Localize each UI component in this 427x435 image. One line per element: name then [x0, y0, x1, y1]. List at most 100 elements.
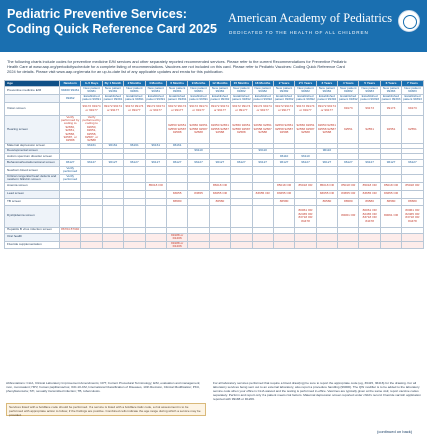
table-header-row: Age Newborn 3–5 Days By 1 Month 2 Months 4 Mo… — [4, 80, 424, 87]
table-cell — [144, 173, 167, 183]
table-cell: 86580 — [165, 197, 189, 206]
table-cell: 85018 OR — [379, 181, 403, 191]
table-cell: Verify performed by coding to 92650, 926… — [80, 114, 103, 144]
table-cell — [358, 232, 381, 242]
table-cell: 99173 — [379, 101, 403, 116]
table-cell — [58, 181, 82, 191]
table-cell — [208, 240, 232, 250]
table-cell — [337, 232, 360, 242]
table-cell: 99172 99174 or 99177 — [80, 101, 103, 116]
footnotes-text: For all laboratory services performed th… — [213, 381, 421, 401]
table-cell: 83655 — [187, 189, 210, 199]
table-cell — [187, 181, 210, 191]
table-cell: 92650 92651 92558 92587 92588 — [272, 114, 296, 144]
table-cell: New patient 99382 — [272, 86, 296, 95]
table-cell: 83655 OR — [208, 189, 232, 199]
table-cell — [337, 165, 360, 175]
table-cell — [251, 232, 274, 242]
table-cell: 96127 — [58, 158, 82, 167]
table-cell: Established patient 99393 — [358, 93, 381, 103]
table-cell — [251, 240, 274, 250]
table-cell: Verify performed by coding to 92650, 926… — [58, 114, 82, 144]
table-cell — [294, 173, 317, 183]
table-cell: 99462 — [58, 93, 82, 103]
table-cell: 99172 99174 or 99177 — [208, 101, 232, 116]
table-cell: New patient 99381 — [187, 86, 210, 95]
table-cell — [294, 240, 317, 250]
table-row: Newborn blood screen Verify performed — [4, 165, 424, 175]
table-cell — [230, 165, 253, 175]
table-cell: Established patient 99391 — [123, 93, 146, 103]
table-cell — [58, 101, 82, 116]
table-cell — [230, 173, 253, 183]
table-cell — [230, 197, 253, 206]
table-cell — [165, 181, 189, 191]
table-cell — [123, 114, 146, 144]
intro-line-2: Health Care at www.aap.org/periodicitysc… — [7, 64, 345, 70]
table-cell: New patient 99381 — [101, 86, 125, 95]
table-cell — [101, 173, 125, 183]
table-cell: 85018 OR — [208, 181, 232, 191]
table-row: Fluoride supplementation 99188 or D1206 — [4, 240, 424, 250]
table-cell: 99172 99174 or 99177 — [230, 101, 253, 116]
table-cell: 96127 — [315, 158, 339, 167]
table-cell — [187, 232, 210, 242]
table-cell: 99188 or D1206 — [165, 240, 189, 250]
row-label: TB screen — [4, 197, 60, 206]
table-cell: 96127 — [208, 158, 232, 167]
table-cell: 96127 — [272, 158, 296, 167]
row-label: Vision screen — [4, 101, 60, 116]
table-cell: Established patient 99392 — [230, 93, 253, 103]
table-cell: Established patient 99393 — [401, 93, 424, 103]
table-cell — [144, 240, 167, 250]
table-cell: Verify performed — [58, 165, 82, 175]
organization-tagline: DEDICATED TO THE HEALTH OF ALL CHILDREN — [229, 30, 369, 35]
table-cell — [101, 165, 125, 175]
row-label: Fluoride supplementation — [4, 240, 60, 250]
table-cell: 99172 99174 or 99177 — [187, 101, 210, 116]
table-cell — [187, 240, 210, 250]
table-cell — [208, 232, 232, 242]
table-cell — [80, 173, 103, 183]
table-cell — [208, 165, 232, 175]
table-cell: 99172 99174 or 99177 — [144, 101, 167, 116]
table-cell — [165, 204, 189, 228]
table-cell — [101, 240, 125, 250]
table-cell: Established patient 99391 — [144, 93, 167, 103]
table-cell — [294, 165, 317, 175]
table-cell: 83655 OR — [272, 189, 296, 199]
table-cell: 96127 — [379, 158, 403, 167]
table-cell: 99173 — [401, 101, 424, 116]
table-cell — [401, 240, 424, 250]
aap-seal-icon — [398, 10, 420, 32]
table-cell: 96127 — [401, 158, 424, 167]
table-cell: 96127 — [144, 158, 167, 167]
table-cell: 85018 OR — [315, 181, 339, 191]
table-cell: 86580 — [379, 197, 403, 206]
coding-table: Age Newborn 3–5 Days By 1 Month 2 Months 4 Mo… — [4, 80, 424, 250]
table-cell: 96127 — [337, 158, 360, 167]
table-cell — [165, 165, 189, 175]
table-cell — [101, 232, 125, 242]
table-cell: 80061 OR 82465 OR 83718 OR 84478 — [294, 204, 317, 228]
table-cell: 83655 OR — [358, 189, 381, 199]
table-cell — [144, 197, 167, 206]
table-cell — [208, 204, 232, 228]
table-cell — [80, 204, 103, 228]
table-cell: 92551 — [379, 114, 403, 144]
table-cell — [123, 165, 146, 175]
page-title: Pediatric Preventive Services: Coding Qu… — [7, 7, 217, 36]
table-cell: 86580 — [358, 197, 381, 206]
table-cell — [379, 173, 403, 183]
table-cell: Established patient 99392 — [251, 93, 274, 103]
table-cell: 80061 OR — [337, 204, 360, 228]
table-cell — [315, 240, 339, 250]
table-cell — [80, 181, 103, 191]
table-cell: New patient 99383 — [401, 86, 424, 95]
table-cell: 86580 — [315, 197, 339, 206]
table-cell — [379, 232, 403, 242]
table-cell — [144, 165, 167, 175]
table-cell: 92650 92651 92558 92587 92588 — [165, 114, 189, 144]
table-cell: New patient 99381 — [80, 86, 103, 95]
row-label — [4, 93, 60, 103]
